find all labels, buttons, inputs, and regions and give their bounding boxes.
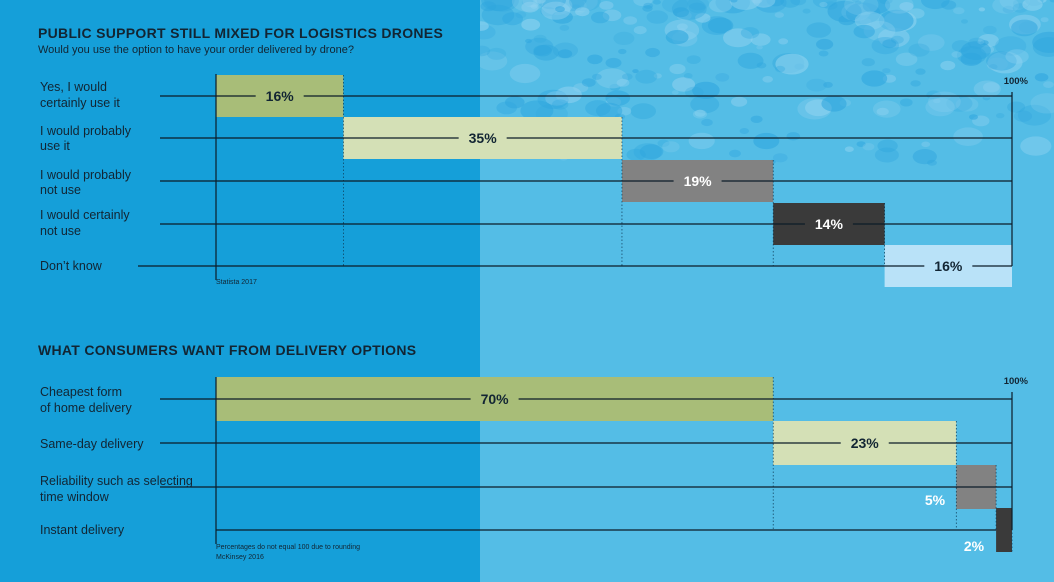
chart-2: WHAT CONSUMERS WANT FROM DELIVERY OPTION…: [38, 342, 1029, 561]
category-label: Don’t know: [40, 259, 103, 273]
value-label: 70%: [481, 391, 510, 407]
category-label: time window: [40, 490, 110, 504]
value-label: 19%: [684, 173, 713, 189]
category-label: use it: [40, 139, 70, 153]
category-label: Cheapest form: [40, 385, 122, 399]
category-label: I would probably: [40, 168, 132, 182]
category-label: not use: [40, 224, 81, 238]
category-label: I would certainly: [40, 208, 130, 222]
chart-1: PUBLIC SUPPORT STILL MIXED FOR LOGISTICS…: [38, 25, 1029, 287]
max-label: 100%: [1004, 76, 1029, 87]
bar-4: [996, 508, 1012, 552]
category-label: not use: [40, 183, 81, 197]
category-label: Reliability such as selecting: [40, 474, 193, 488]
chart-title: WHAT CONSUMERS WANT FROM DELIVERY OPTION…: [38, 342, 416, 358]
value-label: 14%: [815, 216, 844, 232]
category-label: Instant delivery: [40, 523, 125, 537]
category-label: of home delivery: [40, 401, 132, 415]
value-label: 16%: [934, 258, 963, 274]
value-label: 16%: [266, 88, 295, 104]
source-note: Statista 2017: [216, 279, 257, 286]
category-label: Yes, I would: [40, 80, 107, 94]
category-label: certainly use it: [40, 96, 120, 110]
chart-title: PUBLIC SUPPORT STILL MIXED FOR LOGISTICS…: [38, 25, 443, 41]
footnote: Percentages do not equal 100 due to roun…: [216, 544, 360, 551]
category-label: I would probably: [40, 124, 132, 138]
value-label: 23%: [851, 435, 880, 451]
footnote: McKinsey 2016: [216, 554, 264, 561]
value-label: 2%: [964, 538, 985, 554]
chart-subtitle: Would you use the option to have your or…: [38, 44, 354, 56]
value-label: 5%: [925, 492, 946, 508]
max-label: 100%: [1004, 376, 1029, 387]
value-label: 35%: [469, 130, 498, 146]
category-label: Same-day delivery: [40, 437, 144, 451]
